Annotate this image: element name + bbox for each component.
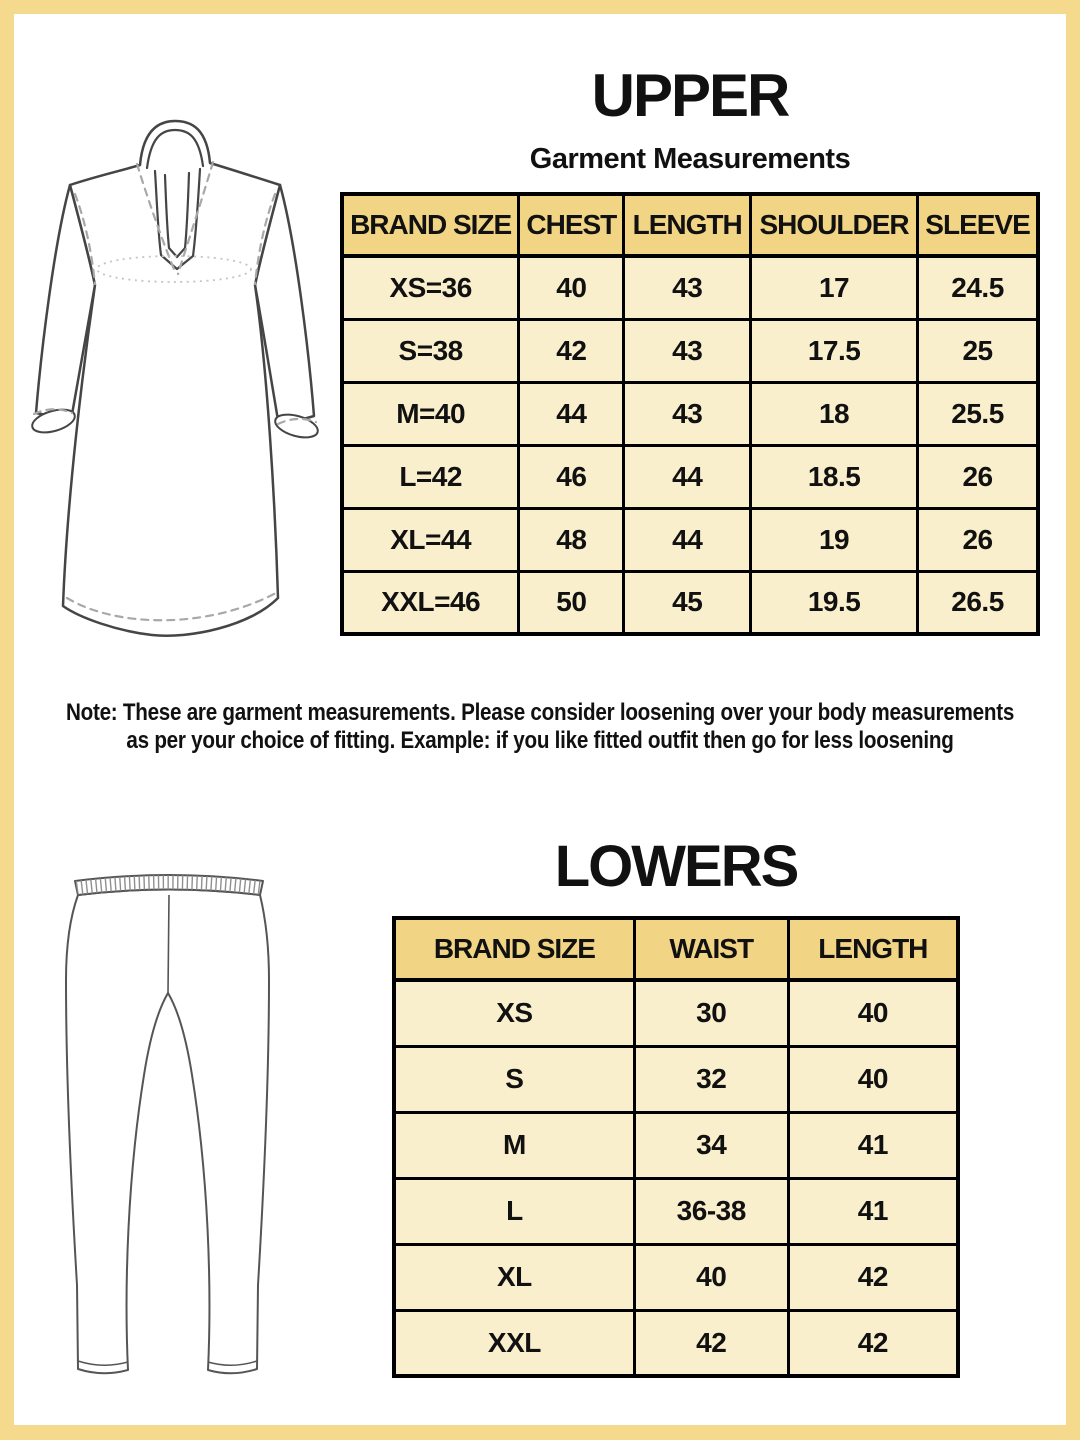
table-row: L=42 46 44 18.5 26 xyxy=(340,443,1040,510)
size-cell: 44 xyxy=(517,380,626,447)
size-cell: 19.5 xyxy=(749,569,920,636)
size-cell: 17.5 xyxy=(749,317,920,384)
size-cell: S xyxy=(392,1044,636,1114)
size-cell: 25 xyxy=(916,317,1040,384)
size-cell: XS xyxy=(392,978,636,1048)
size-cell: XS=36 xyxy=(340,254,521,321)
size-cell: S=38 xyxy=(340,317,521,384)
table-row: S 32 40 xyxy=(392,1044,960,1114)
header-cell-chest: CHEST xyxy=(517,192,626,258)
header-cell-brand-size: BRAND SIZE xyxy=(392,916,636,982)
size-cell: L xyxy=(392,1176,636,1246)
note-line-1: Note: These are garment measurements. Pl… xyxy=(65,699,1015,726)
size-cell: 30 xyxy=(632,978,790,1048)
size-cell: 18.5 xyxy=(749,443,920,510)
header-cell-waist: WAIST xyxy=(632,916,790,982)
size-cell: XL=44 xyxy=(340,506,521,573)
size-cell: M=40 xyxy=(340,380,521,447)
header-cell-length: LENGTH xyxy=(622,192,753,258)
upper-table-header-row: BRAND SIZE CHEST LENGTH SHOULDER SLEEVE xyxy=(340,192,1040,258)
upper-section-subtitle: Garment Measurements xyxy=(529,143,851,175)
size-cell: M xyxy=(392,1110,636,1180)
size-cell: 43 xyxy=(622,317,753,384)
table-row: XXL 42 42 xyxy=(392,1308,960,1378)
size-cell: 42 xyxy=(786,1242,960,1312)
size-cell: XL xyxy=(392,1242,636,1312)
size-cell: XXL=46 xyxy=(340,569,521,636)
size-cell: 44 xyxy=(622,443,753,510)
size-cell: 44 xyxy=(622,506,753,573)
header-cell-brand-size: BRAND SIZE xyxy=(340,192,521,258)
lowers-section-title: LOWERS xyxy=(554,834,800,899)
lowers-table-header-row: BRAND SIZE WAIST LENGTH xyxy=(392,916,960,982)
upper-section-title: UPPER xyxy=(591,62,791,129)
size-cell: 26 xyxy=(916,506,1040,573)
size-cell: 48 xyxy=(517,506,626,573)
size-cell: 41 xyxy=(786,1110,960,1180)
size-cell: 46 xyxy=(517,443,626,510)
table-row: M=40 44 43 18 25.5 xyxy=(340,380,1040,447)
header-cell-sleeve: SLEEVE xyxy=(916,192,1040,258)
size-cell: 26.5 xyxy=(916,569,1040,636)
upper-size-table: BRAND SIZE CHEST LENGTH SHOULDER SLEEVE … xyxy=(340,192,1040,636)
table-row: XL=44 48 44 19 26 xyxy=(340,506,1040,573)
size-cell: 43 xyxy=(622,254,753,321)
size-cell: 50 xyxy=(517,569,626,636)
table-row: XXL=46 50 45 19.5 26.5 xyxy=(340,569,1040,636)
size-cell: 40 xyxy=(632,1242,790,1312)
size-cell: L=42 xyxy=(340,443,521,510)
kurta-illustration xyxy=(31,119,319,637)
size-cell: 40 xyxy=(786,978,960,1048)
size-cell: 24.5 xyxy=(916,254,1040,321)
table-row: XS 30 40 xyxy=(392,978,960,1048)
size-cell: 26 xyxy=(916,443,1040,510)
size-cell: 19 xyxy=(749,506,920,573)
header-cell-length: LENGTH xyxy=(786,916,960,982)
note-line-2: as per your choice of fitting. Example: … xyxy=(126,727,954,754)
size-cell: 18 xyxy=(749,380,920,447)
size-cell: 40 xyxy=(517,254,626,321)
header-cell-shoulder: SHOULDER xyxy=(749,192,920,258)
size-cell: 42 xyxy=(632,1308,790,1378)
size-cell: 42 xyxy=(517,317,626,384)
measurement-note: Note: These are garment measurements. Pl… xyxy=(41,699,1039,755)
size-cell: XXL xyxy=(392,1308,636,1378)
size-cell: 25.5 xyxy=(916,380,1040,447)
size-cell: 41 xyxy=(786,1176,960,1246)
size-cell: 32 xyxy=(632,1044,790,1114)
size-cell: 43 xyxy=(622,380,753,447)
table-row: XS=36 40 43 17 24.5 xyxy=(340,254,1040,321)
size-cell: 17 xyxy=(749,254,920,321)
table-row: M 34 41 xyxy=(392,1110,960,1180)
size-cell: 42 xyxy=(786,1308,960,1378)
size-cell: 34 xyxy=(632,1110,790,1180)
size-cell: 40 xyxy=(786,1044,960,1114)
lowers-size-table: BRAND SIZE WAIST LENGTH XS 30 40 S 32 40… xyxy=(392,916,960,1378)
table-row: L 36-38 41 xyxy=(392,1176,960,1246)
table-row: XL 40 42 xyxy=(392,1242,960,1312)
pants-illustration xyxy=(65,874,270,1375)
size-cell: 36-38 xyxy=(632,1176,790,1246)
size-cell: 45 xyxy=(622,569,753,636)
table-row: S=38 42 43 17.5 25 xyxy=(340,317,1040,384)
